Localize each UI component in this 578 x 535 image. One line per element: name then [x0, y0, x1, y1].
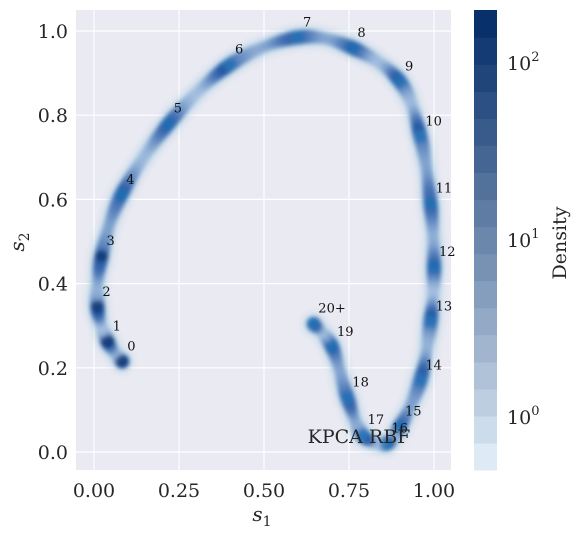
- density-core: [90, 29, 442, 451]
- cluster-label: 6: [235, 43, 243, 58]
- colorbar-band: [474, 64, 497, 92]
- cluster-label: 18: [352, 375, 369, 390]
- y-tick-label: 1.0: [38, 21, 68, 43]
- x-tick-label: 0.00: [73, 480, 115, 502]
- cluster-core: [413, 373, 427, 387]
- colorbar-band: [474, 361, 497, 390]
- cluster-core: [291, 30, 305, 44]
- x-tick-labels: 0.00 0.25 0.50 0.75 1.00: [73, 480, 455, 502]
- cluster-label: 7: [303, 15, 311, 30]
- cluster-core: [424, 197, 438, 211]
- cluster-label: 4: [126, 173, 134, 188]
- x-axis-label: s1: [252, 502, 271, 530]
- colorbar-band: [474, 145, 497, 173]
- cluster-core: [115, 355, 129, 368]
- inset-text: KPCA RBF: [308, 426, 411, 448]
- colorbar: [474, 10, 497, 471]
- colorbar-band: [474, 388, 497, 417]
- cluster-label: 9: [405, 60, 413, 75]
- x-tick-label: 0.25: [158, 480, 200, 502]
- colorbar-band: [474, 172, 497, 201]
- colorbar-band: [474, 280, 497, 309]
- cluster-label: 15: [405, 405, 422, 420]
- cluster-core: [379, 437, 393, 451]
- cluster-core: [162, 117, 176, 131]
- cluster-label: 8: [357, 26, 365, 41]
- y-axis-label: s2: [5, 232, 33, 251]
- cluster-core: [393, 75, 407, 88]
- x-tick-label: 0.75: [328, 480, 370, 502]
- cluster-label: 2: [102, 285, 110, 300]
- cluster-core: [356, 428, 370, 442]
- grid-lines: [76, 10, 451, 470]
- colorbar-band: [474, 118, 497, 146]
- cluster-label: 13: [436, 300, 453, 315]
- y-tick-label: 0.8: [38, 105, 68, 127]
- cluster-label: 5: [174, 102, 182, 117]
- colorbar-label: Density: [549, 206, 571, 279]
- colorbar-band: [474, 307, 497, 336]
- cluster-label: 16: [391, 422, 408, 437]
- cluster-label: 14: [425, 358, 442, 373]
- x-tick-label: 0.50: [243, 480, 285, 502]
- cluster-core: [393, 420, 407, 434]
- cluster-label: 3: [107, 234, 115, 249]
- y-tick-label: 0.6: [38, 189, 68, 211]
- cluster-label: 10: [425, 114, 442, 129]
- density-scatter: [87, 26, 445, 454]
- colorbar-band: [474, 334, 497, 363]
- cluster-core: [340, 390, 354, 404]
- cluster-label: 19: [337, 325, 354, 340]
- y-tick-labels: 0.0 0.2 0.4 0.6 0.8 1.0: [38, 21, 68, 464]
- colorbar-band: [474, 10, 497, 38]
- cluster-label: 11: [436, 182, 453, 197]
- y-tick-label: 0.0: [38, 442, 68, 464]
- colorbar-tick-labels: 100 101 102: [507, 50, 539, 429]
- cluster-core: [223, 58, 237, 72]
- cluster-label: 1: [113, 320, 121, 335]
- colorbar-tick-label: 100: [507, 404, 539, 429]
- colorbar-band: [474, 415, 497, 444]
- cluster-label: 12: [439, 245, 456, 260]
- cluster-core: [325, 340, 339, 354]
- cluster-label: 17: [368, 413, 385, 428]
- colorbar-band: [474, 226, 497, 255]
- cluster-core: [345, 41, 359, 55]
- colorbar-band: [474, 199, 497, 228]
- cluster-core: [306, 317, 320, 331]
- cluster-core: [427, 260, 441, 274]
- colorbar-tick-label: 101: [507, 227, 539, 252]
- colorbar-band: [474, 91, 497, 119]
- cluster-core: [101, 335, 115, 349]
- cluster-core: [90, 300, 104, 314]
- colorbar-band: [474, 37, 497, 65]
- x-tick-label: 1.00: [413, 480, 455, 502]
- colorbar-tick-label: 102: [507, 50, 539, 75]
- cluster-core: [95, 249, 108, 263]
- y-tick-label: 0.2: [38, 358, 68, 380]
- colorbar-band: [474, 442, 497, 471]
- cluster-core: [413, 129, 427, 143]
- y-tick-label: 0.4: [38, 274, 68, 296]
- cluster-core: [114, 188, 128, 202]
- cluster-label: 0: [127, 340, 135, 355]
- colorbar-band: [474, 253, 497, 282]
- cluster-core: [424, 315, 438, 328]
- cluster-label: 20+: [318, 302, 345, 317]
